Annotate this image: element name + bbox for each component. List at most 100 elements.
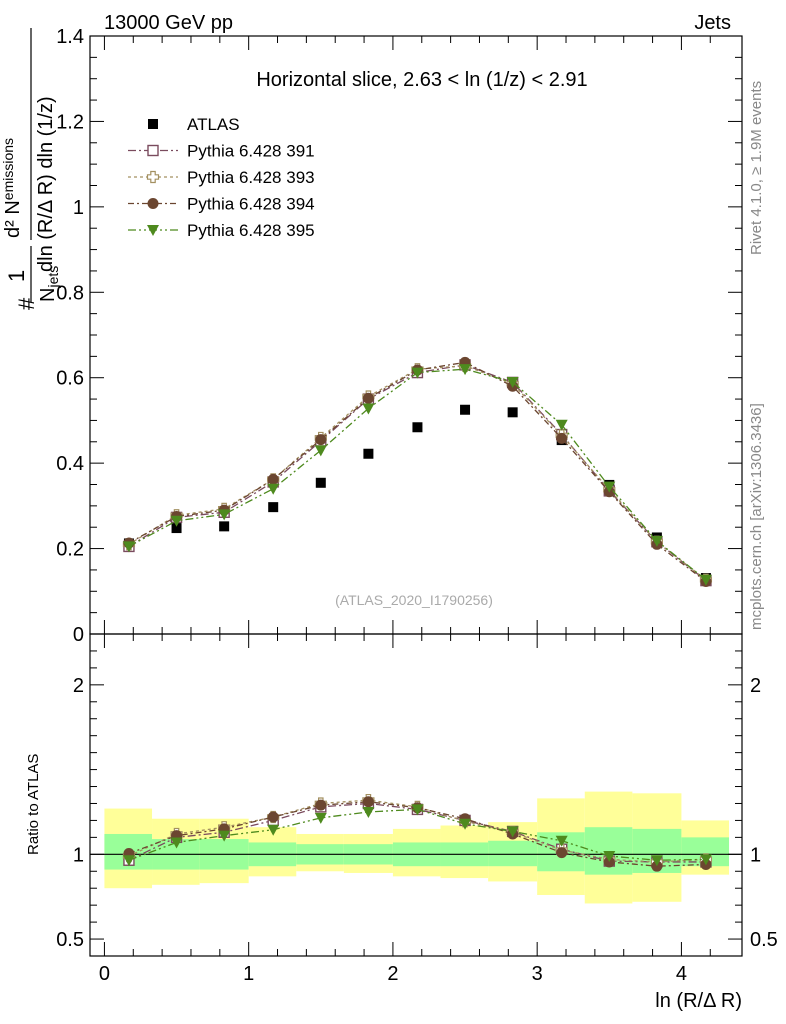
y-tick-label: 0.4 bbox=[56, 453, 84, 475]
data-point bbox=[650, 855, 663, 867]
data-point bbox=[268, 502, 279, 513]
ratio-y-tick-label-left: 0.5 bbox=[56, 929, 84, 951]
data-point bbox=[315, 434, 327, 446]
data-point bbox=[218, 509, 231, 521]
ratio-y-tick-label-left: 2 bbox=[73, 675, 84, 697]
ylabel-dnum: d² Nemissions bbox=[0, 138, 24, 238]
y-tick-label: 0.2 bbox=[56, 539, 84, 561]
data-point bbox=[650, 535, 663, 547]
x-tick-label: 1 bbox=[243, 963, 254, 985]
x-axis-label: ln (R/Δ R) bbox=[655, 990, 742, 1012]
main-panel: 0 0.2 0.4 0.6 0.8 1 1.2 1.4 Horizontal slice, 2… bbox=[56, 26, 743, 646]
data-point bbox=[122, 855, 135, 867]
ylabel-dnum-sub: emissions bbox=[0, 138, 16, 200]
legend-entry: Pythia 6.428 395 bbox=[128, 221, 315, 240]
data-point bbox=[506, 376, 519, 388]
plot-title: Horizontal slice, 2.63 < ln (1/z) < 2.91 bbox=[256, 69, 587, 91]
ylabel-den: Njets bbox=[37, 266, 61, 302]
series-pythia-6-428-393 bbox=[122, 359, 713, 586]
data-point bbox=[362, 403, 375, 415]
legend-entry: Pythia 6.428 393 bbox=[128, 168, 315, 187]
ratio-y-tick-label-right: 1 bbox=[750, 844, 761, 866]
data-point bbox=[555, 419, 568, 431]
legend-label: Pythia 6.428 394 bbox=[187, 195, 315, 214]
data-point bbox=[506, 826, 519, 838]
mcplots-label: mcplots.cern.ch [arXiv:1306.3436] bbox=[748, 403, 765, 630]
legend-marker bbox=[147, 198, 159, 209]
legend-label: Pythia 6.428 395 bbox=[187, 221, 315, 240]
data-point bbox=[122, 541, 135, 553]
legend-label: Pythia 6.428 391 bbox=[187, 142, 315, 161]
data-point bbox=[267, 824, 280, 836]
x-tick-label: 0 bbox=[99, 963, 110, 985]
legend-marker bbox=[146, 170, 160, 184]
ylabel-den-sub: jets bbox=[45, 266, 61, 289]
legend-marker bbox=[147, 144, 159, 157]
data-point bbox=[603, 851, 616, 863]
data-point bbox=[411, 804, 424, 816]
y-tick-label: 1 bbox=[73, 197, 84, 219]
legend-label: Pythia 6.428 393 bbox=[187, 168, 315, 187]
data-point bbox=[267, 473, 279, 485]
x-tick-label: 2 bbox=[387, 963, 398, 985]
data-point bbox=[267, 811, 279, 823]
data-point bbox=[411, 367, 424, 379]
main-axes: 0 0.2 0.4 0.6 0.8 1 1.2 1.4 bbox=[56, 26, 743, 646]
legend: ATLAS Pythia 6.428 391 Pythia 6.428 393 Pyt… bbox=[128, 115, 315, 240]
ratio-y-tick-label-left: 1 bbox=[73, 844, 84, 866]
ylabel-den-main: N bbox=[37, 288, 59, 302]
main-series bbox=[122, 356, 713, 587]
rivet-label: Rivet 4.1.0, ≥ 1.9M events bbox=[748, 81, 765, 255]
ylabel-one: 1 bbox=[4, 270, 29, 282]
top-ylabel: # 1 Njets d² Nemissions dln (R/Δ R) dln … bbox=[0, 28, 61, 310]
series-pythia-6-428-391 bbox=[123, 359, 712, 587]
axes-frame bbox=[89, 633, 743, 957]
data-point bbox=[699, 854, 712, 866]
data-point bbox=[460, 404, 471, 415]
series-pythia-6-428-395 bbox=[122, 804, 712, 867]
ylabel-dnum-main: d² N bbox=[2, 200, 24, 238]
header-right-label: Jets bbox=[694, 12, 731, 34]
ratio-panel: 0.5 0.5 1 1 2 2 0 1 2 3 4 Ratio to ATLAS ln (R/Δ R… bbox=[25, 633, 778, 1012]
series-line bbox=[128, 368, 707, 581]
ratio-series bbox=[122, 793, 713, 872]
series-line bbox=[128, 364, 707, 582]
data-point bbox=[171, 523, 182, 534]
data-point bbox=[556, 847, 568, 859]
series-line bbox=[128, 361, 707, 582]
analysis-watermark: (ATLAS_2020_I1790256) bbox=[335, 592, 493, 608]
data-point bbox=[603, 481, 616, 493]
legend-label: ATLAS bbox=[187, 115, 240, 134]
data-point bbox=[314, 812, 327, 824]
ylabel-dden: dln (R/Δ R) dln (1/z) bbox=[35, 96, 57, 272]
series-pythia-6-428-395 bbox=[122, 364, 712, 586]
ratio-y-tick-label-right: 0.5 bbox=[750, 929, 778, 951]
series-line bbox=[128, 365, 707, 581]
y-tick-label: 0 bbox=[73, 624, 84, 646]
data-point bbox=[412, 422, 423, 433]
data-point bbox=[362, 796, 374, 808]
data-point bbox=[555, 835, 568, 847]
data-point bbox=[699, 574, 712, 586]
series-atlas bbox=[123, 404, 711, 584]
data-point bbox=[315, 477, 326, 488]
y-tick-label: 1.2 bbox=[56, 111, 84, 133]
legend-entry: Pythia 6.428 391 bbox=[128, 142, 315, 161]
legend-entry: ATLAS bbox=[148, 115, 240, 134]
data-point bbox=[507, 407, 518, 418]
legend-marker bbox=[147, 225, 159, 236]
data-point bbox=[362, 806, 375, 818]
legend-entry: Pythia 6.428 394 bbox=[128, 195, 315, 214]
data-point bbox=[314, 445, 327, 457]
y-tick-label: 0.6 bbox=[56, 368, 84, 390]
data-point bbox=[267, 483, 280, 495]
ratio-y-tick-label-right: 2 bbox=[750, 675, 761, 697]
x-tick-label: 3 bbox=[532, 963, 543, 985]
data-point bbox=[459, 818, 472, 830]
ratio-ylabel: Ratio to ATLAS bbox=[25, 754, 42, 855]
y-tick-label: 1.4 bbox=[56, 26, 84, 48]
ratio-band-inner bbox=[488, 840, 538, 867]
header-left-label: 13000 GeV pp bbox=[104, 12, 233, 34]
legend-marker bbox=[148, 119, 158, 129]
